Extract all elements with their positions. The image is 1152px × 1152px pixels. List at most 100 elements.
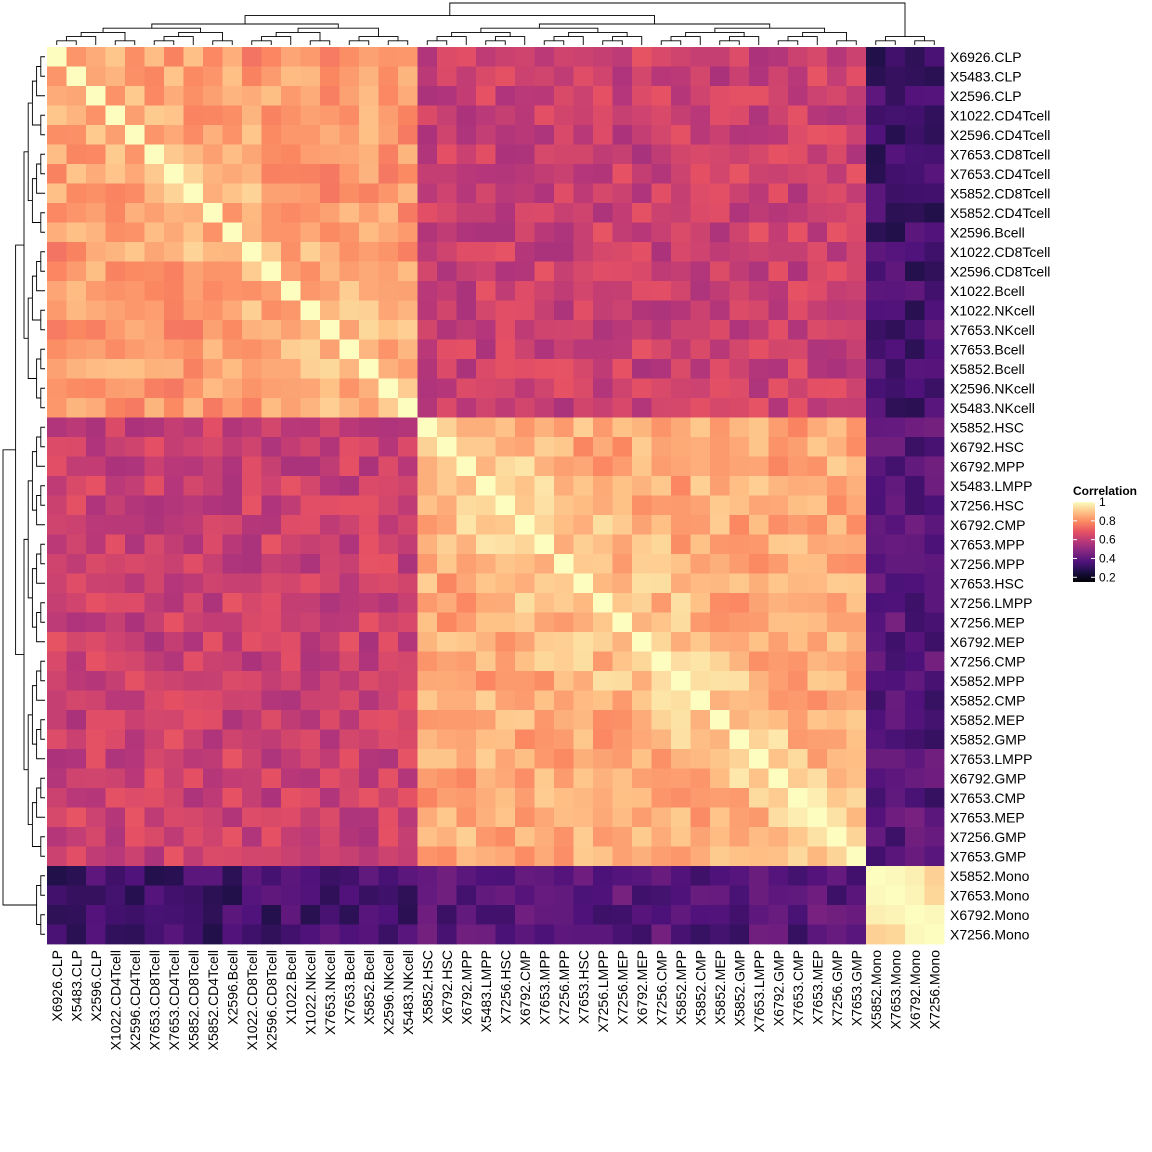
heatmap-cell: [359, 534, 379, 555]
heatmap-cell: [164, 885, 184, 906]
heatmap-cell: [242, 612, 262, 633]
heatmap-cell: [866, 476, 886, 496]
legend-tick-label: 0.2: [1099, 570, 1116, 584]
heatmap-cell: [417, 827, 438, 847]
heatmap-cell: [846, 261, 867, 282]
heatmap-cell: [417, 866, 438, 886]
heatmap-cell: [125, 729, 145, 750]
heatmap-cell: [66, 749, 87, 769]
heatmap-cell: [534, 320, 555, 340]
heatmap-cell: [749, 768, 769, 789]
heatmap-cell: [281, 729, 301, 750]
heatmap-cell: [476, 534, 496, 555]
heatmap-cell: [788, 729, 808, 750]
heatmap-cell: [66, 515, 87, 535]
heatmap-cell: [300, 749, 321, 769]
heatmap-cell: [515, 749, 535, 769]
column-label: X7653.Bcell: [341, 950, 357, 1025]
heatmap-cell: [320, 515, 340, 535]
heatmap-cell: [846, 398, 867, 418]
heatmap-cell: [495, 827, 516, 847]
heatmap-cell: [86, 476, 106, 496]
heatmap-cell: [86, 242, 106, 262]
heatmap-cell: [144, 846, 165, 867]
heatmap-cell: [749, 437, 769, 457]
heatmap-cell: [651, 359, 672, 379]
heatmap-cell: [788, 612, 808, 633]
heatmap-cell: [846, 242, 867, 262]
heatmap-cell: [612, 729, 633, 750]
heatmap-cell: [846, 534, 867, 555]
heatmap-cell: [222, 339, 243, 360]
heatmap-cell: [612, 261, 633, 282]
heatmap-cell: [651, 437, 672, 457]
heatmap-cell: [300, 690, 321, 711]
heatmap-cell: [768, 281, 789, 301]
heatmap-cell: [690, 846, 711, 867]
heatmap-cell: [378, 515, 399, 535]
heatmap-cell: [378, 905, 399, 925]
heatmap-cell: [534, 807, 555, 828]
heatmap-cell: [554, 378, 574, 399]
heatmap-cell: [554, 827, 574, 847]
heatmap-cell: [885, 788, 906, 808]
heatmap-cell: [183, 47, 204, 67]
heatmap-cell: [846, 651, 867, 672]
heatmap-cell: [593, 729, 613, 750]
heatmap-cell: [47, 749, 67, 769]
heatmap-cell: [593, 866, 613, 886]
heatmap-cell: [807, 885, 828, 906]
heatmap-cell: [924, 398, 945, 418]
dendrogram-branch: [40, 387, 45, 409]
heatmap-cell: [612, 827, 633, 847]
heatmap-cell: [515, 183, 535, 204]
heatmap-cell: [495, 105, 516, 126]
heatmap-cell: [144, 554, 165, 574]
heatmap-cell: [378, 125, 399, 145]
column-label: X7653.GMP: [848, 950, 864, 1026]
heatmap-cell: [768, 261, 789, 282]
heatmap-cell: [846, 632, 867, 652]
heatmap-cell: [651, 476, 672, 496]
heatmap-cell: [456, 398, 477, 418]
heatmap-cell: [417, 359, 438, 379]
heatmap-cell: [612, 105, 633, 126]
heatmap-cell: [105, 476, 126, 496]
heatmap-cell: [885, 417, 906, 438]
heatmap-cell: [417, 885, 438, 906]
heatmap-cell: [690, 866, 711, 886]
heatmap-cell: [359, 183, 379, 204]
heatmap-cell: [339, 398, 360, 418]
heatmap-cell: [710, 203, 730, 223]
heatmap-cell: [86, 300, 106, 321]
heatmap-cell: [905, 749, 925, 769]
heatmap-cell: [183, 86, 204, 106]
heatmap-cell: [827, 846, 847, 867]
heatmap-cell: [222, 827, 243, 847]
heatmap-cell: [495, 690, 516, 711]
heatmap-cell: [359, 47, 379, 67]
heatmap-cell: [476, 729, 496, 750]
heatmap-cell: [86, 339, 106, 360]
heatmap-cell: [495, 651, 516, 672]
heatmap-cell: [729, 398, 750, 418]
heatmap-cell: [846, 281, 867, 301]
heatmap-cell: [242, 534, 262, 555]
heatmap-cell: [476, 398, 496, 418]
heatmap-cell: [86, 261, 106, 282]
heatmap-cell: [339, 593, 360, 613]
heatmap-cell: [807, 612, 828, 633]
heatmap-cell: [359, 827, 379, 847]
heatmap-cell: [749, 222, 769, 243]
heatmap-cell: [203, 905, 223, 925]
heatmap-cell: [66, 300, 87, 321]
heatmap-cell: [768, 612, 789, 633]
heatmap-cell: [359, 456, 379, 477]
heatmap-cell: [846, 417, 867, 438]
heatmap-cell: [749, 846, 769, 867]
heatmap-cell: [456, 359, 477, 379]
heatmap-cell: [671, 66, 691, 87]
heatmap-cell: [534, 612, 555, 633]
dendrogram-branch: [543, 40, 565, 45]
heatmap-cell: [788, 476, 808, 496]
